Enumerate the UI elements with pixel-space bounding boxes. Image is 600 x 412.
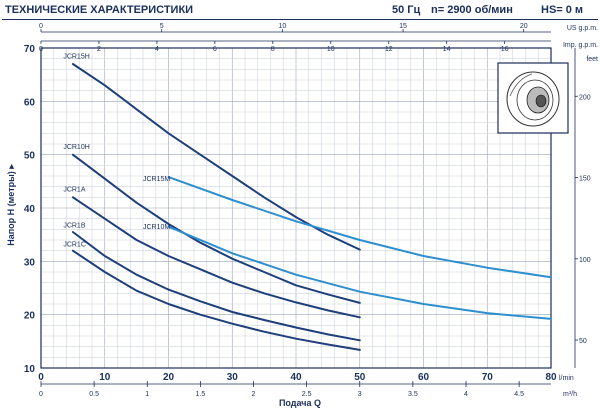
x-tick-label: 0: [38, 372, 44, 383]
y-tick-label: 10: [24, 364, 36, 375]
series-line-jcr10h: [71, 153, 361, 304]
feet-unit-label: feet: [586, 56, 598, 63]
y-tick-label: 40: [24, 204, 36, 215]
x-tick-label: 40: [290, 372, 302, 383]
series-line-jcr15h: [71, 63, 361, 251]
m3h-tick-label: 0: [39, 391, 43, 398]
series-lines: [71, 63, 552, 351]
x-tick-label: 80: [545, 372, 557, 383]
m3h-tick-label: 4: [464, 391, 468, 398]
y-tick-label: 20: [24, 311, 36, 322]
speed-label: n= 2900 об/мин: [431, 4, 513, 16]
m3h-tick-label: 3: [358, 391, 362, 398]
series-line-jcr10m: [167, 225, 552, 320]
y-tick-label: 50: [24, 151, 36, 162]
x-axis-title: Подача Q: [279, 398, 321, 408]
x-tick-label: 10: [99, 372, 111, 383]
x-unit-label: l/min: [559, 375, 574, 382]
series-label-jcr1a: JCR1A: [63, 187, 86, 194]
impeller-mid-ring: [516, 79, 554, 121]
m3h-tick-label: 2: [252, 391, 256, 398]
series-label-jcr15h: JCR15H: [63, 53, 89, 60]
impgpm-tick-label: 16: [501, 46, 509, 53]
series-line-jcr1b: [71, 231, 361, 342]
impgpm-tick-label: 6: [213, 46, 217, 53]
plot-border: [40, 47, 552, 369]
m3h-tick-label: 1.5: [196, 391, 206, 398]
impgpm-tick-label: 0: [39, 46, 43, 53]
y-axis-title: Напор H (метры) ▸: [6, 164, 16, 246]
series-line-jcr15m: [167, 176, 552, 279]
usgpm-tick-label: 15: [399, 23, 407, 30]
impgpm-tick-label: 10: [327, 46, 335, 53]
impgpm-tick-label: 4: [155, 46, 159, 53]
usgpm-tick-label: 10: [278, 23, 286, 30]
impeller-edge: [509, 73, 533, 97]
series-line-jcr1a: [71, 196, 361, 319]
series-label-jcr10h: JCR10H: [63, 144, 89, 151]
series-line-jcr1c: [71, 249, 361, 351]
usgpm-tick-label: 0: [39, 23, 43, 30]
frequency-label: 50 Гц: [392, 4, 421, 16]
header-rule: [2, 19, 598, 20]
series-label-jcr10m: JCR10M: [143, 224, 170, 231]
impgpm-tick-label: 8: [271, 46, 275, 53]
y-tick-label: 70: [24, 44, 36, 55]
x-tick-label: 50: [354, 372, 366, 383]
feet-tick-label: 200: [579, 94, 591, 101]
impgpm-tick-label: 14: [443, 46, 451, 53]
y-tick-label: 30: [24, 257, 36, 268]
usgpm-tick-label: 20: [520, 23, 528, 30]
impgpm-tick-label: 2: [97, 46, 101, 53]
x-tick-label: 60: [418, 372, 430, 383]
m3h-tick-label: 2.5: [302, 391, 312, 398]
impgpm-tick-label: 12: [385, 46, 393, 53]
m3h-unit-label: m³/h: [563, 391, 577, 398]
usgpm-tick-label: 5: [160, 23, 164, 30]
x-tick-label: 20: [163, 372, 175, 383]
m3h-tick-label: 4.5: [514, 391, 524, 398]
x-tick-label: 30: [227, 372, 239, 383]
m3h-tick-label: 3.5: [408, 391, 418, 398]
impeller-shaft: [535, 94, 547, 108]
series-label-jcr1b: JCR1B: [63, 222, 86, 229]
feet-tick-label: 100: [579, 257, 591, 264]
impgpm-unit-label: Imp. g.p.m.: [563, 42, 598, 49]
x-tick-label: 70: [482, 372, 494, 383]
impeller-image: [497, 62, 569, 134]
feet-tick-label: 50: [579, 338, 587, 345]
m3h-tick-label: 1: [145, 391, 149, 398]
plot-frame: [40, 29, 578, 387]
page-title: ТЕХНИЧЕСКИЕ ХАРАКТЕРИСТИКИ: [5, 4, 194, 16]
feet-tick-label: 150: [579, 176, 591, 183]
m3h-tick-label: 0.5: [89, 391, 99, 398]
series-label-jcr15m: JCR15M: [143, 176, 170, 183]
series-label-jcr1c: JCR1C: [63, 242, 86, 249]
usgpm-unit-label: US g.p.m.: [567, 25, 598, 32]
suction-head-label: HS= 0 м: [541, 4, 584, 16]
y-tick-label: 60: [24, 97, 36, 108]
